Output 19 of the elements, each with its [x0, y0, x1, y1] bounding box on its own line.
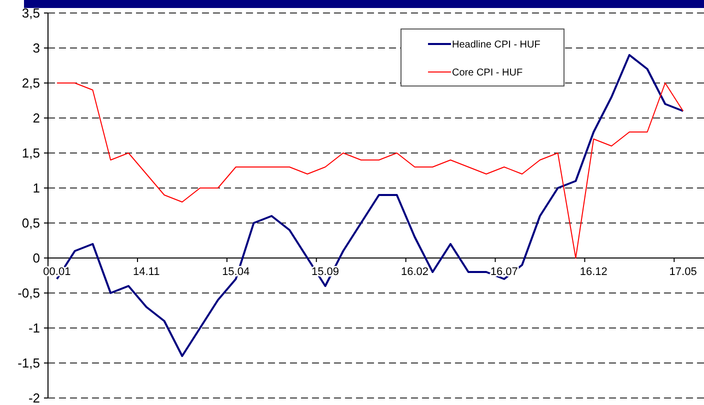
y-tick-label: 3: [32, 40, 40, 56]
legend-label: Headline CPI - HUF: [452, 40, 540, 50]
x-tick-label: 17.05: [669, 266, 697, 278]
x-tick-label: 16.02: [400, 266, 428, 278]
line-series: [56, 82, 684, 258]
y-tick-label: 1,5: [22, 146, 40, 161]
y-tick-label: 0: [32, 250, 40, 266]
y-tick-label: 2: [32, 110, 40, 126]
x-tick-label: 14.11: [133, 266, 160, 278]
y-tick-label: -2: [28, 390, 40, 405]
y-tick-label: -1: [28, 320, 40, 336]
y-tick-label: -0,5: [18, 286, 40, 301]
y-tick-label: 1: [32, 180, 40, 196]
y-tick-label: 2,5: [22, 76, 40, 91]
y-tick-label: 0,5: [22, 216, 40, 231]
y-tick-label: 3,5: [22, 6, 40, 21]
x-tick-label: 16.12: [580, 266, 608, 278]
legend-label: Core CPI - HUF: [452, 68, 523, 78]
y-tick-label: -1,5: [18, 356, 40, 371]
